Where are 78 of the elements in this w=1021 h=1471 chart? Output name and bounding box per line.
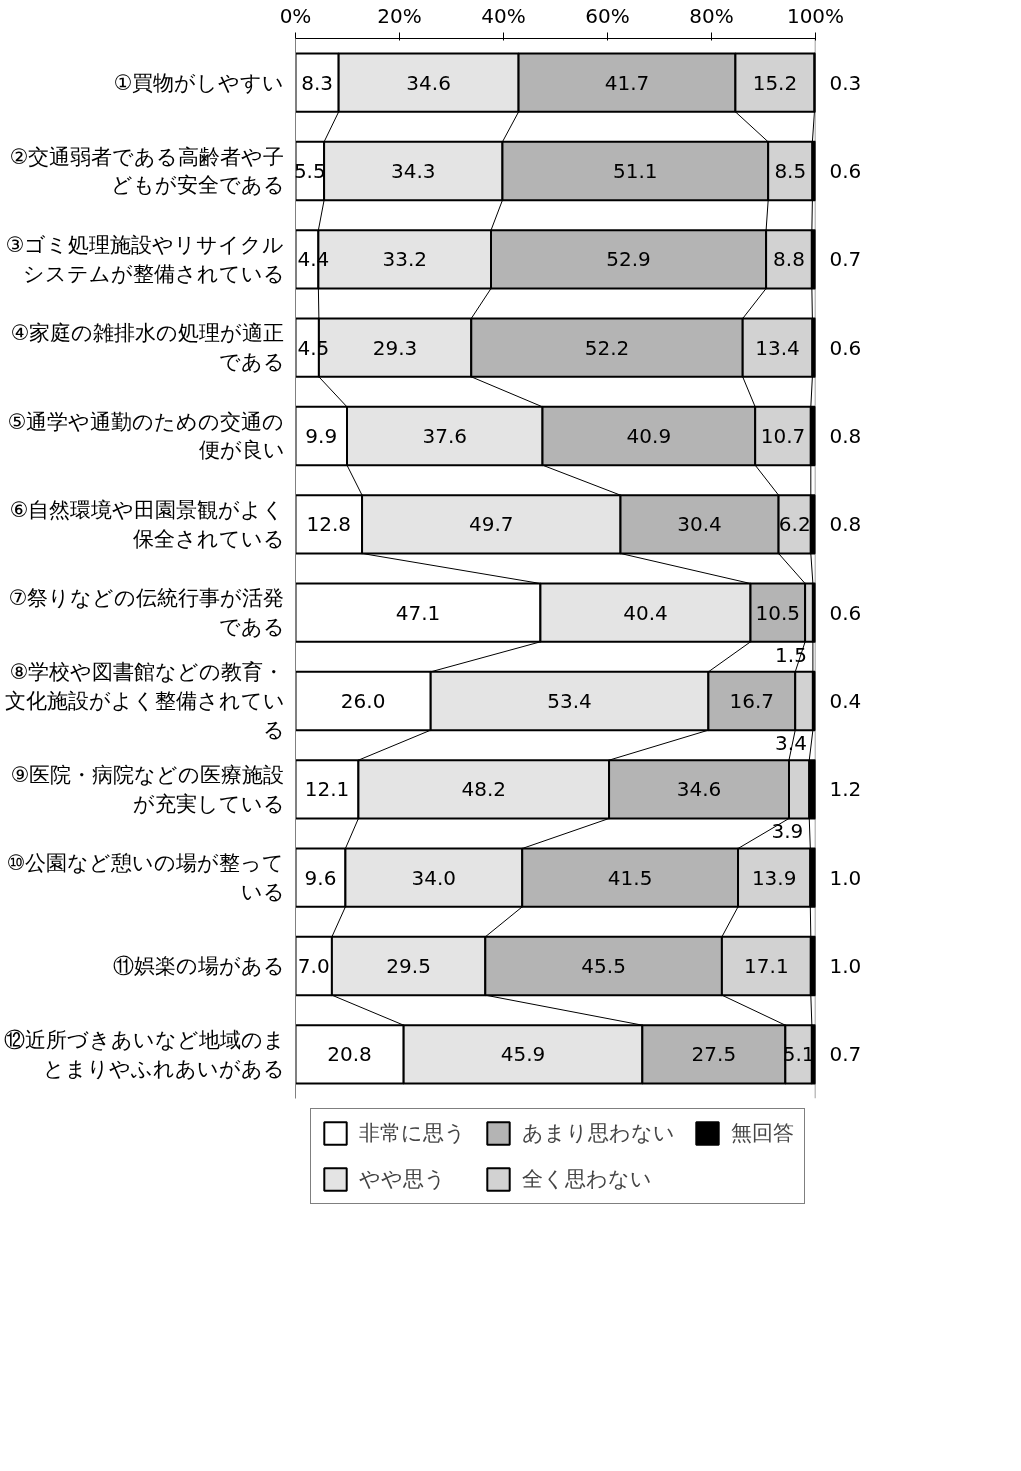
y-tick-label: ⑪娯楽の場がある (112, 954, 285, 978)
data-label: 10.5 (755, 600, 801, 625)
legend-label: やや思う (359, 1166, 446, 1193)
data-label: 51.1 (613, 159, 658, 183)
data-label: 16.7 (729, 689, 775, 713)
y-tick-label: ⑤通学や通勤のための交通の便が良い (7, 409, 285, 463)
data-label: 53.4 (547, 689, 592, 713)
data-label: 40.9 (626, 424, 672, 448)
data-label: 30.4 (677, 512, 722, 537)
data-label: 8.5 (774, 159, 807, 183)
data-label: 20.8 (327, 1042, 372, 1067)
data-label: 0.3 (829, 70, 862, 95)
data-label: 40.4 (623, 600, 668, 625)
data-label: 49.7 (469, 512, 514, 537)
data-label: 0.7 (829, 1042, 862, 1067)
data-label: 33.2 (382, 247, 427, 272)
x-tick-label: 100% (786, 3, 845, 28)
data-label: 41.5 (607, 865, 653, 890)
data-label: 0.4 (829, 689, 862, 713)
x-tick-label: 40% (481, 3, 526, 28)
legend-label: 無回答 (731, 1120, 794, 1147)
x-tick-label: 80% (689, 3, 734, 28)
data-label: 52.2 (584, 335, 630, 360)
legend-label: あまり思わない (522, 1120, 675, 1147)
data-label: 17.1 (744, 954, 789, 978)
y-tick-label: ⑥自然環境や田園景観がよく保全されている (9, 497, 285, 551)
data-label: 1.2 (829, 777, 862, 802)
x-tick-label: 60% (585, 3, 630, 28)
data-label: 48.2 (461, 777, 507, 802)
data-label: 34.0 (411, 865, 457, 890)
data-label: 26.0 (340, 689, 386, 713)
data-label: 0.6 (829, 159, 862, 183)
data-label: 9.6 (304, 865, 337, 890)
y-tick-label: ⑨医院・病院などの医療施設が充実している (10, 762, 285, 816)
data-label: 0.8 (829, 512, 862, 537)
y-tick-label: ⑧学校や図書館などの教育・文化施設がよく整備されている (4, 660, 285, 742)
y-tick-label: ③ゴミ処理施設やリサイクルシステムが整備されている (5, 232, 285, 286)
y-tick-label: ⑦祭りなどの伝統行事が活発である (8, 586, 285, 640)
data-label: 12.1 (304, 777, 350, 802)
data-label: 13.9 (751, 865, 797, 890)
x-tick-label: 0% (279, 3, 312, 28)
data-label: 3.9 (771, 819, 804, 844)
data-label: 8.8 (773, 247, 805, 272)
data-label: 9.9 (305, 424, 338, 448)
data-label: 0.8 (829, 424, 862, 448)
data-label: 1.0 (829, 865, 862, 890)
data-label: 29.3 (372, 335, 418, 360)
y-tick-label: ⑩公園など憩いの場が整っている (6, 851, 285, 905)
y-tick-label: ①買物がしやすい (113, 70, 285, 95)
data-label: 10.7 (760, 424, 806, 448)
y-tick-label: ⑫近所づきあいなど地域のまとまりやふれあいがある (3, 1027, 285, 1081)
data-label: 15.2 (752, 70, 798, 95)
data-label: 34.6 (676, 777, 722, 802)
data-label: 34.3 (391, 159, 436, 183)
data-label: 37.6 (422, 424, 468, 448)
y-tick-label: ②交通弱者である高齢者や子どもが安全である (9, 144, 285, 198)
data-label: 45.5 (581, 954, 626, 978)
data-label: 27.5 (691, 1042, 737, 1067)
data-label: 12.8 (306, 512, 352, 537)
data-label: 52.9 (606, 247, 651, 272)
data-label: 0.6 (829, 600, 862, 625)
data-label: 0.6 (829, 335, 862, 360)
data-label: 45.9 (500, 1042, 546, 1067)
x-tick-label: 20% (377, 3, 422, 28)
data-label: 29.5 (386, 954, 431, 978)
data-label: 7.0 (297, 954, 330, 978)
data-label: 5.5 (293, 159, 326, 183)
data-label: 8.3 (301, 70, 333, 95)
data-label: 1.0 (829, 954, 862, 978)
legend-label: 非常に思う (359, 1120, 466, 1147)
data-label: 0.7 (829, 247, 862, 272)
data-label: 47.1 (395, 600, 441, 625)
data-label: 13.4 (755, 335, 800, 360)
data-label: 6.2 (778, 512, 811, 537)
y-tick-label: ④家庭の雑排水の処理が適正である (10, 321, 285, 375)
data-label: 41.7 (604, 70, 650, 95)
legend-label: 全く思わない (522, 1166, 652, 1193)
data-label: 34.6 (406, 70, 451, 95)
